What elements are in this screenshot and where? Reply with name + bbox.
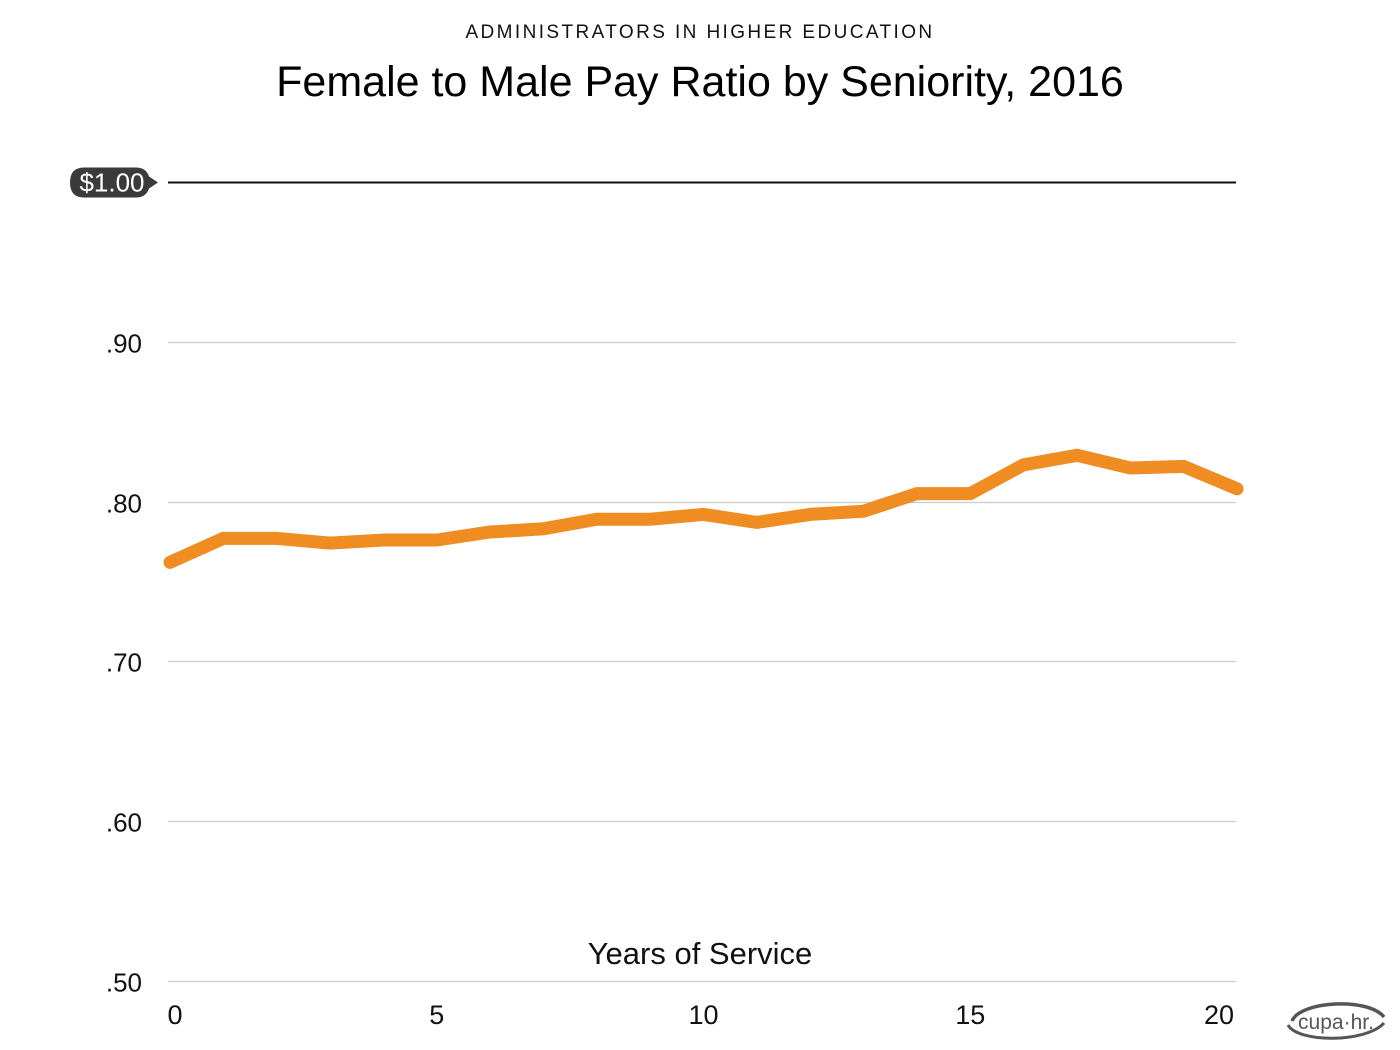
series-group	[163, 448, 1244, 569]
series-line	[163, 448, 1244, 569]
y-tick-label: .50	[106, 968, 142, 998]
y-tick-label: .70	[106, 648, 142, 678]
gridlines	[168, 341, 1236, 983]
x-tick-label: 10	[688, 1000, 718, 1030]
y-axis-ticks: .50 .60 .70 .80 .90	[106, 329, 142, 998]
x-axis-label: Years of Service	[588, 936, 813, 971]
y-tick-label: .90	[106, 329, 142, 359]
reference-badge-shape	[70, 167, 158, 198]
x-axis-ticks: 0 5 10 15 20	[167, 1000, 1234, 1030]
x-tick-label: 20	[1204, 1000, 1234, 1030]
y-tick-label: .60	[106, 808, 142, 838]
cupa-hr-logo: cupa·hr.	[1286, 1002, 1386, 1040]
y-tick-label: .80	[106, 489, 142, 519]
y-tick-label: $1.00	[79, 168, 144, 198]
logo-swoosh-top	[1290, 1002, 1386, 1022]
logo-text: cupa·hr.	[1298, 1011, 1374, 1034]
x-tick-label: 5	[429, 1000, 444, 1030]
x-tick-label: 15	[955, 1000, 985, 1030]
x-tick-label: 0	[167, 1000, 182, 1030]
logo-swoosh-bottom	[1286, 1021, 1386, 1040]
reference-line-group: $1.00	[70, 167, 1236, 198]
reference-badge: $1.00	[70, 167, 158, 198]
chart-kicker: ADMINISTRATORS IN HIGHER EDUCATION	[465, 22, 935, 43]
chart-title: Female to Male Pay Ratio by Seniority, 2…	[276, 58, 1124, 106]
